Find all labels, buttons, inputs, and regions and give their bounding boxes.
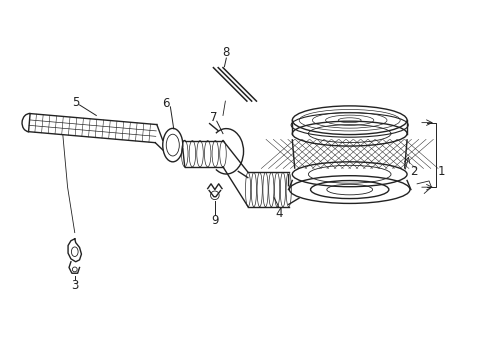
Text: 6: 6 xyxy=(162,97,169,110)
Text: 9: 9 xyxy=(211,214,218,227)
Text: 7: 7 xyxy=(209,111,217,124)
Text: 4: 4 xyxy=(275,207,282,220)
Text: 3: 3 xyxy=(71,279,78,292)
Text: 1: 1 xyxy=(437,165,445,178)
Text: 8: 8 xyxy=(222,46,229,59)
Text: 5: 5 xyxy=(72,95,80,109)
Text: 2: 2 xyxy=(409,165,417,178)
